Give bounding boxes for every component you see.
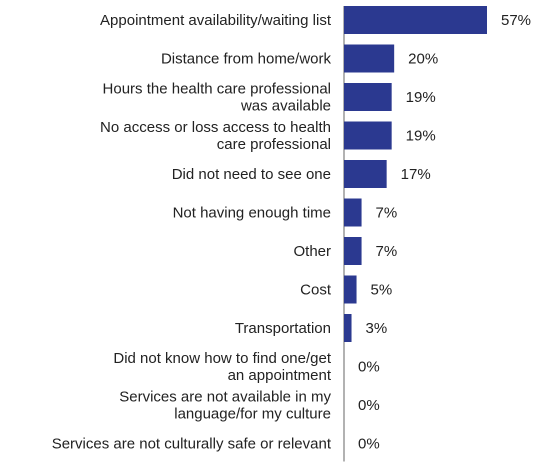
category-label-line: Services are not culturally safe or rele… (52, 436, 332, 453)
value-label: 0% (358, 359, 380, 376)
value-label: 57% (501, 12, 531, 29)
value-label: 17% (401, 166, 431, 183)
category-label-line: language/for my culture (174, 406, 331, 423)
category-label-line: Distance from home/work (161, 51, 332, 68)
category-label: Cost (300, 282, 332, 299)
value-label: 7% (376, 205, 398, 222)
value-labels-group: 57% 20% 19% 19% 17% 7% 7% 5% 3% 0% 0% 0% (358, 12, 531, 453)
category-label-line: No access or loss access to health (100, 119, 331, 136)
value-label: 20% (408, 51, 438, 68)
bar (344, 121, 392, 150)
value-label: 19% (406, 128, 436, 145)
value-label: 3% (366, 320, 388, 337)
category-label-line: Did not need to see one (172, 166, 331, 183)
bar (344, 198, 362, 227)
category-label: Did not need to see one (172, 166, 331, 183)
value-label: 0% (358, 436, 380, 453)
category-label: No access or loss access to health care p… (100, 119, 331, 153)
value-label: 5% (371, 282, 393, 299)
category-label-line: care professional (217, 136, 331, 153)
bar (344, 237, 362, 265)
category-label-line: Cost (300, 282, 332, 299)
category-labels-group: Appointment availability/waiting list Dis… (52, 12, 332, 453)
bar (344, 83, 392, 111)
category-label: Other (293, 243, 331, 260)
category-label: Services are not available in my language… (119, 389, 331, 423)
bar (344, 275, 357, 304)
category-label: Not having enough time (173, 205, 331, 222)
category-label-line: Did not know how to find one/get (113, 350, 331, 367)
bar (344, 6, 487, 34)
category-label: Did not know how to find one/get an appoi… (113, 350, 331, 384)
value-label: 19% (406, 89, 436, 106)
bar (344, 44, 395, 73)
category-label: Services are not culturally safe or rele… (52, 436, 332, 453)
category-label-line: Hours the health care professional (103, 81, 331, 98)
value-label: 7% (376, 243, 398, 260)
bar (344, 160, 387, 188)
category-label-line: Appointment availability/waiting list (100, 12, 332, 29)
category-label-line: Not having enough time (173, 205, 331, 222)
category-label-line: Services are not available in my (119, 389, 331, 406)
value-label: 0% (358, 397, 380, 414)
category-label-line: was available (240, 98, 331, 115)
category-label-line: Other (293, 243, 331, 260)
category-label: Appointment availability/waiting list (100, 12, 332, 29)
category-label-line: an appointment (228, 367, 332, 384)
bars-group (344, 6, 487, 342)
category-label: Transportation (235, 320, 331, 337)
bar (344, 314, 352, 342)
category-label: Distance from home/work (161, 51, 332, 68)
category-label: Hours the health care professional was av… (103, 81, 331, 115)
category-label-line: Transportation (235, 320, 331, 337)
